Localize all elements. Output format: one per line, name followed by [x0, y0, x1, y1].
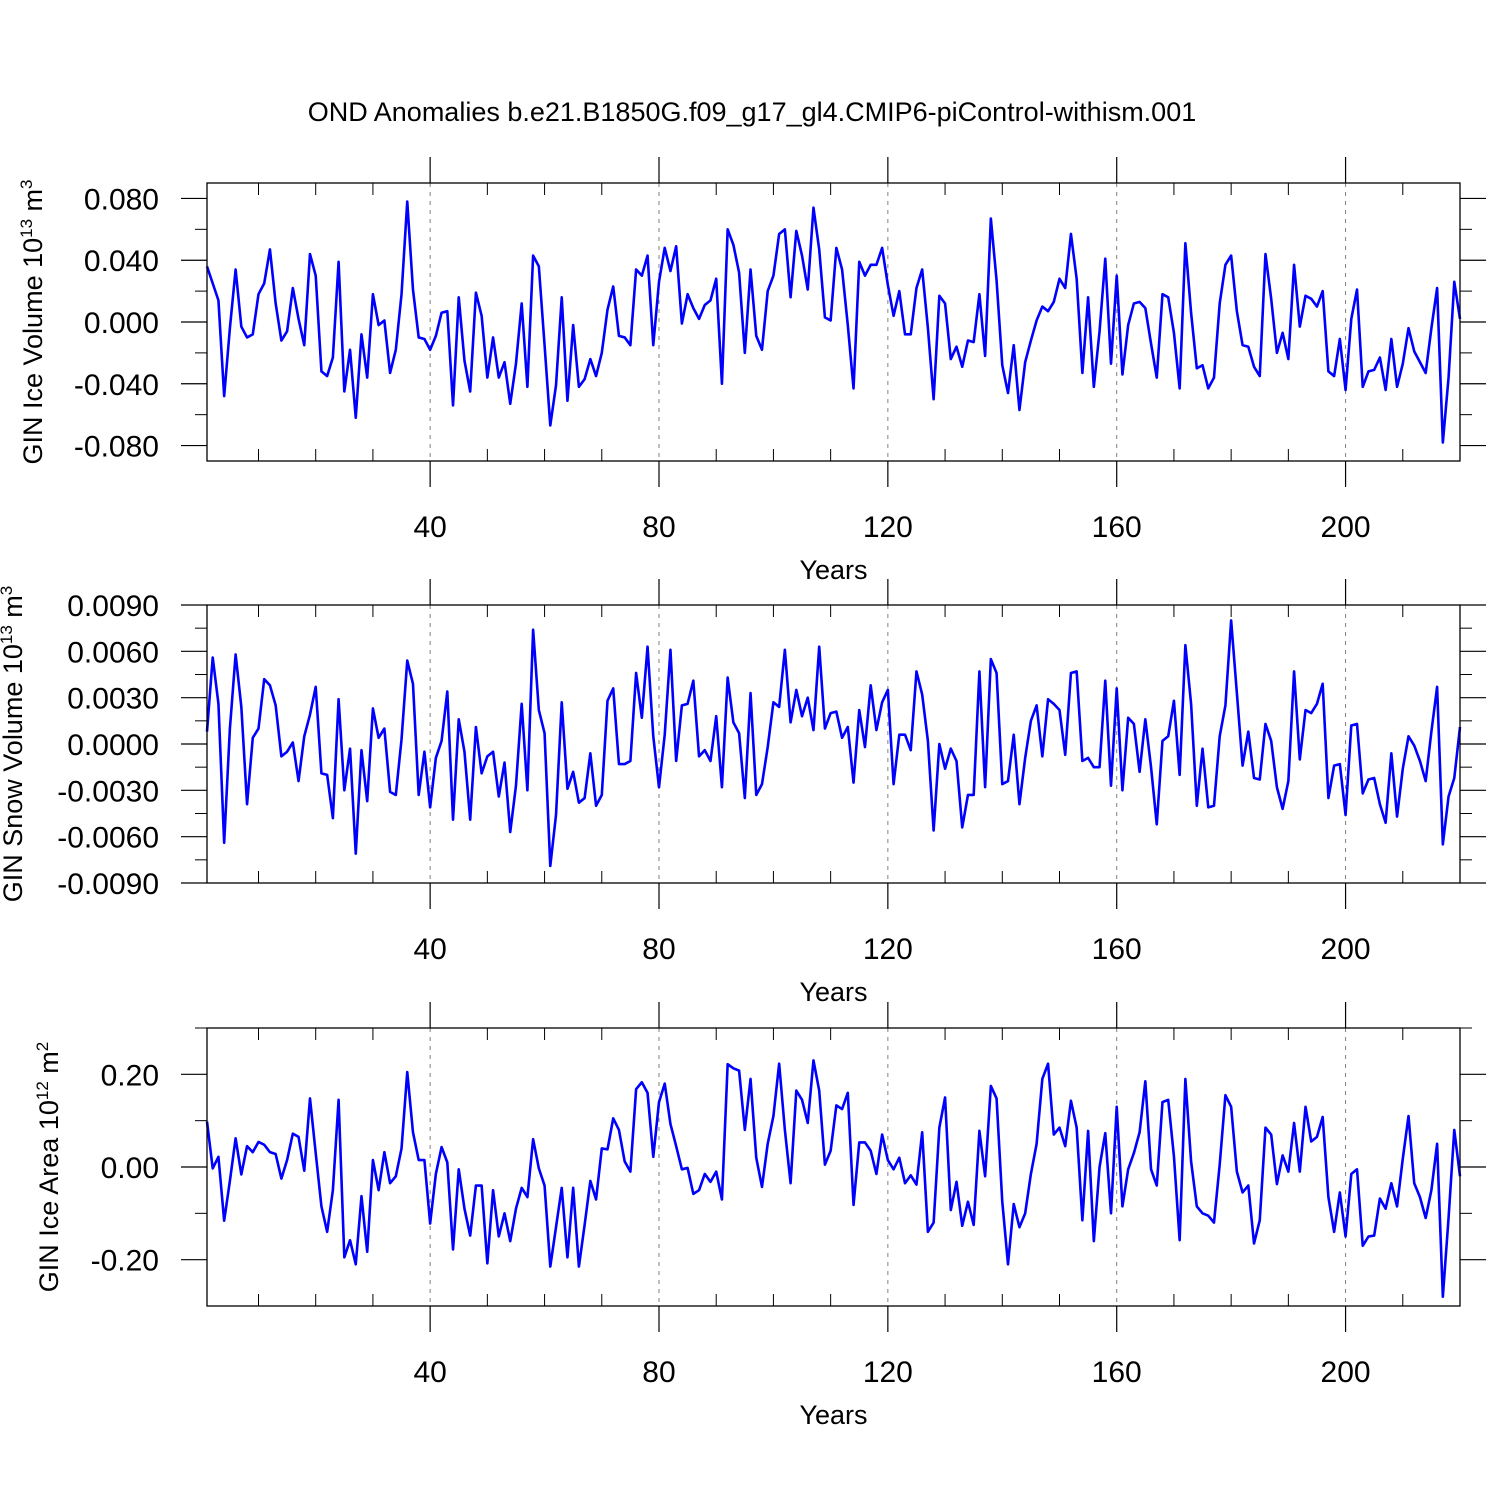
y-tick-label: -0.080	[74, 431, 159, 464]
y-axis-label-unit-exponent: 2	[33, 1042, 52, 1051]
x-tick-label: 40	[413, 933, 446, 966]
y-tick-label: 0.20	[101, 1059, 159, 1092]
y-axis-label-exponent: 13	[17, 219, 36, 238]
x-tick-label: 120	[863, 511, 913, 544]
plot-frame	[206, 182, 1461, 462]
x-tick-label: 160	[1092, 1356, 1142, 1389]
y-tick-label: 0.0030	[67, 683, 159, 716]
y-axis-label-text: GIN Ice Volume 10	[18, 238, 48, 465]
y-tick-label: 0.000	[84, 307, 159, 340]
panel-2: 40 80 120 160 200 0.0090 0.0060 0.0030 0.0000 -0.…	[0, 579, 1486, 1007]
panels: 40 80 120 160 200 0.080 0.040 0.000 -0.040 -0.080…	[0, 157, 1486, 1430]
x-tick-label: 200	[1321, 1356, 1371, 1389]
y-axis-label-unit: m	[18, 189, 48, 219]
y-tick-label: 0.00	[101, 1152, 159, 1185]
y-tick-label: -0.0060	[57, 822, 159, 855]
y-axis-label-unit-exponent: 3	[17, 179, 36, 188]
plot-frame	[206, 604, 1461, 884]
y-axis-label-text: GIN Ice Area 10	[34, 1100, 64, 1292]
x-axis-label: Years	[799, 1400, 867, 1430]
y-axis-label-text: GIN Snow Volume 10	[0, 644, 28, 902]
x-tick-label: 40	[413, 511, 446, 544]
y-tick-label: 0.040	[84, 245, 159, 278]
y-tick-label: -0.0090	[57, 868, 159, 901]
series-line	[205, 619, 1462, 868]
plot-frame	[206, 1027, 1461, 1307]
x-tick-label: 40	[413, 1356, 446, 1389]
y-axis-label-unit: m	[34, 1051, 64, 1081]
y-axis-label-unit: m	[0, 595, 28, 625]
y-axis-label-exponent: 12	[33, 1081, 52, 1100]
y-tick-label: 0.0090	[67, 590, 159, 623]
x-tick-label: 120	[863, 1356, 913, 1389]
chart-title: OND Anomalies b.e21.B1850G.f09_g17_gl4.C…	[308, 97, 1196, 127]
series-line	[205, 1059, 1462, 1299]
y-axis-label-unit-exponent: 3	[0, 586, 16, 595]
y-tick-label: 0.080	[84, 183, 159, 216]
y-axis-label: GIN Ice Volume 1013 m3	[17, 179, 48, 464]
y-tick-label: 0.0000	[67, 729, 159, 762]
x-tick-label: 200	[1321, 933, 1371, 966]
y-tick-label: 0.0060	[67, 636, 159, 669]
x-tick-label: 80	[642, 1356, 675, 1389]
x-axis-label: Years	[799, 555, 867, 585]
x-tick-label: 200	[1321, 511, 1371, 544]
y-tick-label: -0.20	[91, 1245, 159, 1278]
x-tick-label: 80	[642, 511, 675, 544]
y-axis-label: GIN Snow Volume 1013 m3	[0, 586, 28, 903]
panel-3: 40 80 120 160 200 0.20 0.00 -0.20 Years GIN Ice A…	[33, 1002, 1486, 1430]
x-tick-label: 80	[642, 933, 675, 966]
y-tick-label: -0.0030	[57, 775, 159, 808]
x-axis-label: Years	[799, 977, 867, 1007]
x-tick-label: 160	[1092, 933, 1142, 966]
y-axis-label: GIN Ice Area 1012 m2	[33, 1042, 64, 1293]
x-tick-label: 160	[1092, 511, 1142, 544]
panel-1: 40 80 120 160 200 0.080 0.040 0.000 -0.040 -0.080…	[17, 157, 1486, 585]
y-axis-label-exponent: 13	[0, 625, 16, 644]
y-tick-label: -0.040	[74, 369, 159, 402]
x-tick-label: 120	[863, 933, 913, 966]
series-line	[205, 200, 1462, 444]
